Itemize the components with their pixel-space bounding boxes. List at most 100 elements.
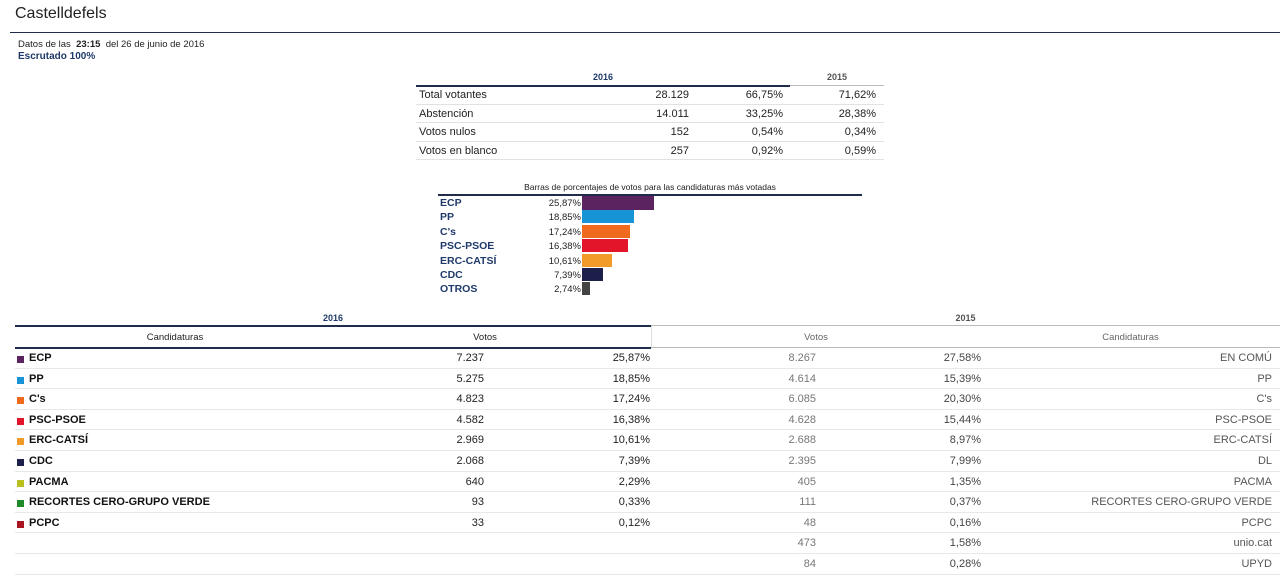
pct-2016: 25,87% — [612, 352, 650, 364]
chart-category-label: OTROS — [440, 283, 478, 296]
party-name-2016: ERC-CATSÍ — [29, 434, 89, 447]
col-candidaturas-2015: Candidaturas — [1102, 332, 1159, 343]
pct-2015: 15,44% — [943, 413, 981, 426]
party-color-swatch — [17, 397, 24, 405]
party-name-2015: UPYD — [1241, 557, 1272, 570]
summary-label: Votos nulos — [419, 126, 476, 138]
summary-count: 28.129 — [655, 89, 689, 101]
col-votos-2016: Votos — [473, 332, 497, 343]
pct-2015: 0,16% — [949, 516, 981, 529]
chart-data-label: 16,38% — [548, 241, 581, 253]
party-name-2016: C's — [29, 393, 46, 406]
votes-2015: 48 — [803, 516, 816, 529]
party-name-2016: ECP — [29, 352, 52, 364]
results-2016-rule — [15, 325, 651, 327]
party-name-2015: RECORTES CERO-GRUPO VERDE — [1091, 496, 1272, 509]
summary-count: 257 — [670, 144, 689, 157]
chart-bar-row: OTROS 2,74% — [438, 282, 862, 296]
chart-data-label: 17,24% — [548, 226, 581, 238]
turnout-summary-table: 2016 2015 Total votantes 28.129 66,75% 71,6… — [416, 70, 884, 160]
summary-pct-2016: 33,25% — [745, 107, 783, 120]
party-color-swatch — [17, 376, 24, 384]
summary-year-header: 2016 2015 — [416, 70, 884, 87]
party-color-swatch — [17, 520, 24, 528]
summary-pct-2016: 0,54% — [751, 126, 783, 138]
chart-bar — [582, 239, 628, 253]
summary-row: Votos nulos 152 0,54% 0,34% — [416, 123, 884, 142]
chart-data-label: 2,74% — [554, 284, 581, 296]
summary-year-2016: 2016 — [592, 72, 614, 82]
votes-2015: 4.628 — [788, 413, 816, 426]
col-2016-rule — [15, 347, 651, 349]
results-column-header: Candidaturas Votos Votos Candidaturas — [15, 326, 1280, 349]
results-table: 2016 2015 Candidaturas Votos Votos Candi… — [15, 310, 1280, 575]
chart-category-label: CDC — [440, 268, 463, 281]
summary-2016-rule — [416, 85, 790, 87]
party-color-swatch — [17, 356, 24, 363]
summary-pct-2015: 71,62% — [838, 89, 876, 101]
table-row: PSC-PSOE 4.582 16,38% 4.628 15,44% PSC-PSOE — [15, 410, 1280, 431]
pct-2015: 20,30% — [943, 393, 981, 406]
party-name-2016: PSC-PSOE — [29, 413, 86, 426]
chart-data-label: 25,87% — [548, 198, 581, 209]
party-name-2015: C's — [1256, 393, 1272, 406]
votes-2016: 4.582 — [456, 413, 484, 426]
votes-2016: 93 — [471, 496, 484, 509]
votes-2016: 4.823 — [456, 393, 484, 406]
chart-category-label: ECP — [440, 197, 462, 209]
pct-2016: 0,12% — [618, 516, 650, 529]
table-row: RECORTES CERO-GRUPO VERDE 93 0,33% 111 0,37%… — [15, 492, 1280, 513]
table-row: PP 5.275 18,85% 4.614 15,39% PP — [15, 369, 1280, 390]
data-date: del 26 de junio de 2016 — [105, 39, 205, 50]
vote-percentage-bar-chart: Barras de porcentajes de votos para las … — [438, 182, 862, 297]
chart-bars: ECP 25,87% PP 18,85% C's 17,24% PSC-PSOE 16,38%… — [438, 196, 862, 297]
summary-pct-2015: 0,59% — [844, 144, 876, 157]
chart-bar-row: PP 18,85% — [438, 210, 862, 224]
scrutiny-status: Escrutado 100% — [18, 51, 96, 62]
pct-2015: 8,97% — [949, 434, 981, 447]
pct-2016: 18,85% — [612, 372, 650, 385]
party-name-2015: PP — [1257, 372, 1272, 385]
chart-bar — [582, 267, 603, 281]
column-separator — [651, 326, 652, 348]
summary-count: 152 — [670, 126, 689, 138]
party-name-2015: PSC-PSOE — [1215, 413, 1272, 426]
summary-row: Votos en blanco 257 0,92% 0,59% — [416, 142, 884, 160]
chart-bar — [582, 224, 630, 238]
table-row: CDC 2.068 7,39% 2.395 7,99% DL — [15, 451, 1280, 472]
party-name-2016: PCPC — [29, 516, 60, 529]
party-name-2016: PP — [29, 372, 44, 385]
summary-label: Votos en blanco — [419, 144, 498, 157]
summary-row: Total votantes 28.129 66,75% 71,62% — [416, 86, 884, 105]
pct-2015: 0,28% — [949, 557, 981, 570]
chart-title-rule — [438, 194, 862, 196]
results-year-2016: 2016 — [322, 313, 344, 323]
title-divider — [10, 32, 1280, 33]
votes-2015: 6.085 — [788, 393, 816, 406]
chart-data-label: 7,39% — [554, 269, 581, 281]
party-name-2015: ERC-CATSÍ — [1213, 434, 1272, 447]
pct-2016: 16,38% — [612, 413, 650, 426]
results-rows: ECP 7.237 25,87% 8.267 27,58% EN COMÚ PP 5.275 1… — [15, 348, 1280, 575]
pct-2016: 10,61% — [612, 434, 650, 447]
chart-title: Barras de porcentajes de votos para las … — [524, 182, 776, 192]
votes-2016: 7.237 — [456, 352, 484, 364]
chart-bar-row: ECP 25,87% — [438, 196, 862, 210]
summary-2015-rule — [790, 85, 884, 86]
votes-2016: 33 — [471, 516, 484, 529]
table-row: 84 0,28% UPYD — [15, 554, 1280, 575]
party-color-swatch — [17, 500, 24, 508]
pct-2016: 0,33% — [618, 496, 650, 509]
pct-2016: 2,29% — [618, 475, 650, 488]
party-color-swatch — [17, 479, 24, 487]
table-row: ERC-CATSÍ 2.969 10,61% 2.688 8,97% ERC-CATSÍ — [15, 430, 1280, 451]
chart-bar-row: PSC-PSOE 16,38% — [438, 239, 862, 253]
votes-2015: 473 — [797, 537, 816, 550]
summary-pct-2015: 0,34% — [844, 126, 876, 138]
chart-bar — [582, 196, 654, 210]
votes-2016: 640 — [465, 475, 484, 488]
summary-label: Total votantes — [419, 89, 487, 101]
pct-2015: 1,58% — [949, 537, 981, 550]
chart-bar — [582, 210, 635, 224]
chart-bar-row: ERC-CATSÍ 10,61% — [438, 253, 862, 268]
